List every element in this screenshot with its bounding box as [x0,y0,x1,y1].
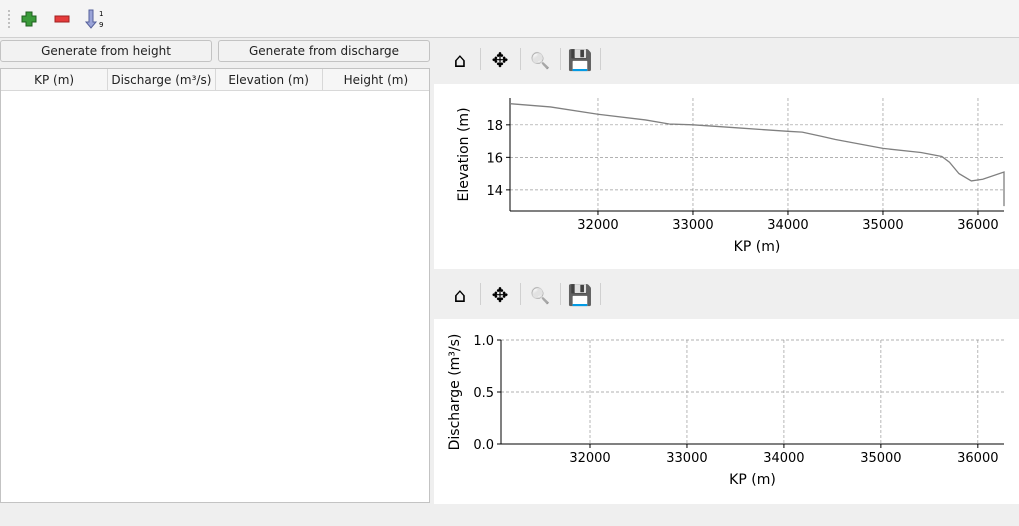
x-tick-label: 32000 [569,451,610,466]
sort-bottom-label: 9 [99,21,103,29]
column-kp[interactable]: KP (m) [1,69,109,90]
y-tick-label: 18 [486,119,503,134]
toolbar-separator [560,283,561,305]
home-icon[interactable]: ⌂ [453,283,467,307]
elevation-plot[interactable]: 32000 33000 34000 35000 36000 14 16 18 KP (m) Ele… [434,84,1019,269]
y-axis-label: Discharge (m³/s) [447,334,463,451]
toolbar-separator [480,48,481,70]
discharge-plot[interactable]: 32000 33000 34000 35000 36000 0.0 0.5 1.0 KP (m)… [434,319,1019,504]
x-tick-label: 36000 [957,218,998,233]
home-icon[interactable]: ⌂ [453,48,467,72]
x-tick-label: 35000 [860,451,901,466]
y-tick-label: 14 [486,184,503,199]
x-tick-label: 32000 [577,218,618,233]
x-axis-label: KP (m) [734,239,781,255]
toolbar-separator [480,283,481,305]
zoom-icon[interactable]: 🔍 [530,285,550,305]
column-elevation[interactable]: Elevation (m) [216,69,323,90]
status-bar [0,506,1019,526]
plot-toolbar-bottom: ⌂ ✥ 🔍 💾 [434,275,1019,313]
y-tick-label: 1.0 [473,334,494,349]
plot-toolbar-top: ⌂ ✥ 🔍 💾 [434,40,1019,78]
y-tick-label: 0.5 [473,386,494,401]
zoom-icon[interactable]: 🔍 [530,50,550,70]
x-tick-label: 35000 [862,218,903,233]
splitter-handle[interactable] [434,269,1019,275]
x-tick-label: 34000 [763,451,804,466]
table-header: KP (m) Discharge (m³/s) Elevation (m) He… [1,69,429,91]
toolbar-separator [600,283,601,305]
generate-from-height-button[interactable]: Generate from height [0,40,212,62]
toolbar-separator [520,48,521,70]
y-tick-label: 0.0 [473,438,494,453]
save-icon[interactable]: 💾 [567,48,593,72]
toolbar-separator [520,283,521,305]
save-icon[interactable]: 💾 [567,283,593,307]
y-axis-label: Elevation (m) [456,107,472,201]
x-tick-label: 36000 [957,451,998,466]
toolbar-grip[interactable] [8,10,13,28]
x-tick-label: 34000 [767,218,808,233]
x-tick-label: 33000 [666,451,707,466]
x-tick-label: 33000 [672,218,713,233]
sort-top-label: 1 [99,10,103,18]
toolbar-separator [600,48,601,70]
generate-from-discharge-button[interactable]: Generate from discharge [218,40,430,62]
column-discharge[interactable]: Discharge (m³/s) [108,69,216,90]
remove-icon[interactable] [51,8,73,30]
x-axis-label: KP (m) [729,472,776,488]
toolbar-separator [560,48,561,70]
data-table[interactable]: KP (m) Discharge (m³/s) Elevation (m) He… [0,68,430,503]
pan-icon[interactable]: ✥ [491,48,509,72]
y-tick-label: 16 [486,151,503,166]
pan-icon[interactable]: ✥ [491,283,509,307]
elevation-line [509,103,1005,207]
add-icon[interactable] [18,8,40,30]
column-height[interactable]: Height (m) [343,72,409,87]
